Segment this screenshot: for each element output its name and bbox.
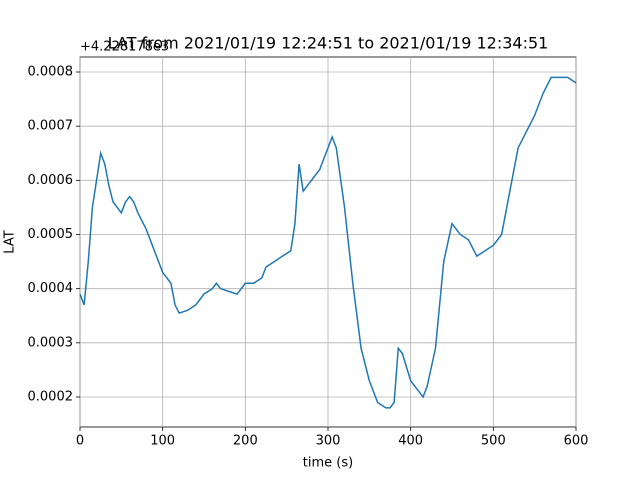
x-tick-label: 300: [316, 434, 341, 449]
x-tick-label: 600: [564, 434, 589, 449]
x-tick-label: 400: [398, 434, 423, 449]
y-tick-label: 0.0004: [28, 281, 74, 296]
x-tick-label: 100: [150, 434, 175, 449]
y-tick-label: 0.0003: [28, 335, 74, 350]
y-tick-label: 0.0002: [28, 389, 74, 404]
x-axis-label: time (s): [303, 456, 353, 471]
x-tick-label: 200: [233, 434, 258, 449]
y-tick-label: 0.0006: [28, 173, 74, 188]
y-tick-label: 0.0007: [28, 119, 74, 134]
data-line: [79, 76, 577, 409]
y-tick-label: 0.0005: [28, 227, 74, 242]
x-tick-label: 500: [481, 434, 506, 449]
y-axis-label: LAT: [3, 230, 18, 253]
chart-title: LAT from 2021/01/19 12:24:51 to 2021/01/…: [108, 34, 549, 53]
y-tick-label: 0.0008: [28, 65, 74, 80]
offset-text: +4.228178e3: [80, 40, 169, 55]
x-tick-label: 0: [76, 434, 84, 449]
